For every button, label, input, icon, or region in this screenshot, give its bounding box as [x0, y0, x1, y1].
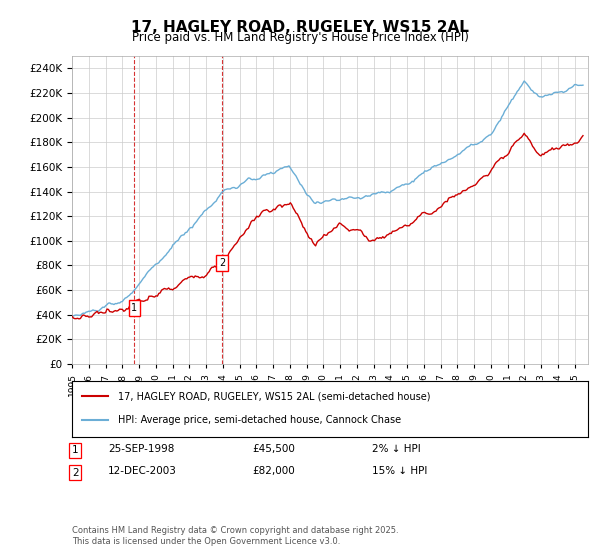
- Text: Contains HM Land Registry data © Crown copyright and database right 2025.
This d: Contains HM Land Registry data © Crown c…: [72, 526, 398, 546]
- Text: 2: 2: [72, 468, 79, 478]
- Text: 2% ↓ HPI: 2% ↓ HPI: [372, 444, 421, 454]
- Text: £45,500: £45,500: [252, 444, 295, 454]
- Text: 15% ↓ HPI: 15% ↓ HPI: [372, 466, 427, 476]
- Text: 17, HAGLEY ROAD, RUGELEY, WS15 2AL (semi-detached house): 17, HAGLEY ROAD, RUGELEY, WS15 2AL (semi…: [118, 391, 431, 402]
- Text: £82,000: £82,000: [252, 466, 295, 476]
- Text: 1: 1: [72, 445, 79, 455]
- Text: 25-SEP-1998: 25-SEP-1998: [108, 444, 175, 454]
- Text: Price paid vs. HM Land Registry's House Price Index (HPI): Price paid vs. HM Land Registry's House …: [131, 31, 469, 44]
- Text: HPI: Average price, semi-detached house, Cannock Chase: HPI: Average price, semi-detached house,…: [118, 415, 401, 425]
- Text: 12-DEC-2003: 12-DEC-2003: [108, 466, 177, 476]
- Text: 1: 1: [131, 303, 137, 313]
- Text: 2: 2: [219, 258, 225, 268]
- Text: 17, HAGLEY ROAD, RUGELEY, WS15 2AL: 17, HAGLEY ROAD, RUGELEY, WS15 2AL: [131, 20, 469, 35]
